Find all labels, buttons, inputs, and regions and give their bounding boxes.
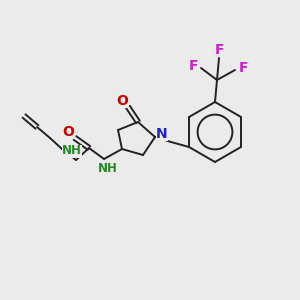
Text: O: O (62, 125, 74, 139)
Text: NH: NH (98, 161, 118, 175)
Text: F: F (215, 43, 225, 57)
Text: O: O (116, 94, 128, 108)
Text: F: F (238, 61, 248, 75)
Text: NH: NH (62, 145, 82, 158)
Text: F: F (188, 59, 198, 73)
Text: N: N (156, 127, 168, 141)
